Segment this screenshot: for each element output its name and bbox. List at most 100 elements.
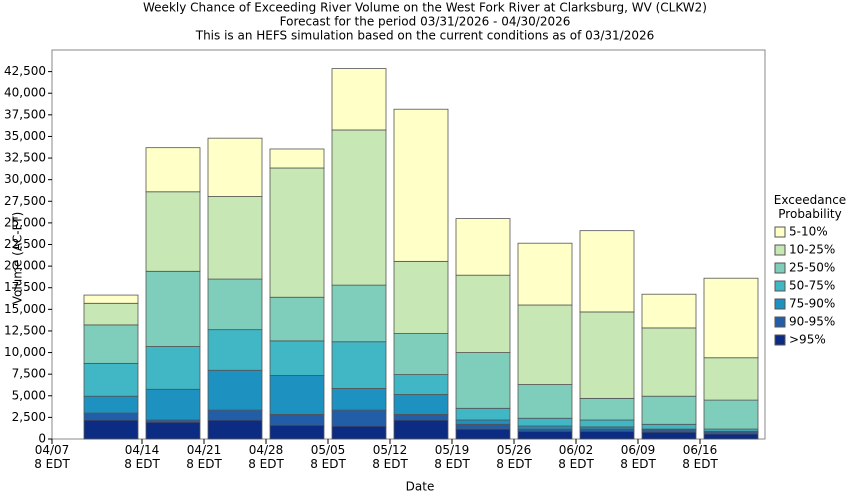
bar-segment <box>269 375 325 415</box>
bar-segment <box>269 296 325 342</box>
bar-segment <box>331 284 387 343</box>
bar-segment <box>455 218 511 276</box>
bar-segment <box>269 167 325 298</box>
bar-segment <box>207 196 263 280</box>
legend-swatch <box>774 280 786 292</box>
x-tick-label: 04/07 8 EDT <box>34 443 70 471</box>
bar-segment <box>83 324 139 364</box>
bar-segment <box>331 409 387 427</box>
x-tick-label: 05/19 8 EDT <box>434 443 470 471</box>
legend-swatch <box>774 298 786 310</box>
x-tick-label: 06/16 8 EDT <box>682 443 718 471</box>
legend-label: 90-95% <box>789 315 835 329</box>
y-tick-label: 27,500 <box>4 194 46 208</box>
bar-segment <box>517 417 573 427</box>
bar-segment <box>455 274 511 353</box>
bar-segment <box>145 270 201 347</box>
x-tick-label: 05/12 8 EDT <box>372 443 408 471</box>
bar-segment <box>455 407 511 421</box>
legend-label: >95% <box>789 333 826 347</box>
bar-segment <box>455 428 511 440</box>
bar-segment <box>703 357 759 401</box>
bar-segment <box>331 68 387 131</box>
y-tick-label: 32,500 <box>4 151 46 165</box>
legend-swatch <box>774 226 786 238</box>
y-tick-label: 10,000 <box>4 345 46 359</box>
y-tick-label: 12,500 <box>4 323 46 337</box>
bar-segment <box>207 409 263 421</box>
bar-segment <box>703 399 759 430</box>
legend-swatch <box>774 334 786 346</box>
bar-segment <box>517 242 573 306</box>
bar-segment <box>517 384 573 419</box>
bar-segment <box>83 412 139 421</box>
chart-title: Weekly Chance of Exceeding River Volume … <box>143 1 707 15</box>
x-tick-label: 06/09 8 EDT <box>620 443 656 471</box>
y-tick-label: 35,000 <box>4 129 46 143</box>
bar-segment <box>207 137 263 197</box>
bar-segment <box>393 419 449 440</box>
bar-segment <box>145 421 201 440</box>
bar-segment <box>703 433 759 440</box>
bar-segment <box>83 302 139 326</box>
bar-segment <box>393 374 449 395</box>
bar-segment <box>145 147 201 193</box>
bar-segment <box>269 340 325 376</box>
bar-segment <box>207 369 263 411</box>
bar-segment <box>207 419 263 440</box>
chart-note: This is an HEFS simulation based on the … <box>195 29 655 43</box>
x-tick-label: 05/05 8 EDT <box>310 443 346 471</box>
y-tick-label: 5,000 <box>12 388 46 402</box>
bar-segment <box>393 333 449 375</box>
y-axis-label: Volume (AC-FT) <box>11 212 25 305</box>
bar-segment <box>455 352 511 409</box>
bar-segment <box>641 293 697 329</box>
bar-segment <box>455 423 511 430</box>
x-tick-label: 04/28 8 EDT <box>248 443 284 471</box>
bar-segment <box>579 430 635 440</box>
bar-segment <box>641 423 697 430</box>
x-tick-label: 05/26 8 EDT <box>496 443 532 471</box>
y-tick-label: 2,500 <box>12 410 46 424</box>
x-tick-label: 04/14 8 EDT <box>124 443 160 471</box>
bar-segment <box>393 108 449 262</box>
bar-segment <box>269 413 325 426</box>
bar-segment <box>83 395 139 414</box>
bar-segment <box>269 424 325 440</box>
y-tick-label: 40,000 <box>4 86 46 100</box>
bar-segment <box>641 431 697 440</box>
bar-segment <box>207 278 263 331</box>
x-tick-label: 06/02 8 EDT <box>558 443 594 471</box>
bar-segment <box>83 419 139 440</box>
y-tick-label: 15,000 <box>4 302 46 316</box>
y-tick-label: 30,000 <box>4 172 46 186</box>
bar-segment <box>331 341 387 389</box>
legend-title: Exceedance Probability <box>773 193 847 221</box>
bar-segment <box>331 425 387 440</box>
chart-subtitle: Forecast for the period 03/31/2026 - 04/… <box>280 15 571 29</box>
y-tick-label: 0 <box>38 432 46 446</box>
bar-segment <box>393 260 449 334</box>
bar-segment <box>517 304 573 385</box>
bar-segment <box>269 148 325 169</box>
bar-segment <box>579 419 635 428</box>
bar-segment <box>641 395 697 425</box>
bar-segment <box>641 327 697 397</box>
bar-segment <box>145 388 201 421</box>
bar-segment <box>703 277 759 359</box>
bar-segment <box>83 362 139 397</box>
bar-segment <box>145 191 201 272</box>
legend-label: 25-50% <box>789 261 835 275</box>
y-tick-label: 7,500 <box>12 367 46 381</box>
legend-label: 10-25% <box>789 243 835 257</box>
bar-segment <box>331 129 387 286</box>
y-tick-label: 42,500 <box>4 64 46 78</box>
bar-segment <box>579 397 635 421</box>
bar-segment <box>455 419 511 425</box>
bar-segment <box>207 329 263 371</box>
legend-label: 50-75% <box>789 279 835 293</box>
y-tick-label: 17,500 <box>4 280 46 294</box>
legend-swatch <box>774 244 786 256</box>
